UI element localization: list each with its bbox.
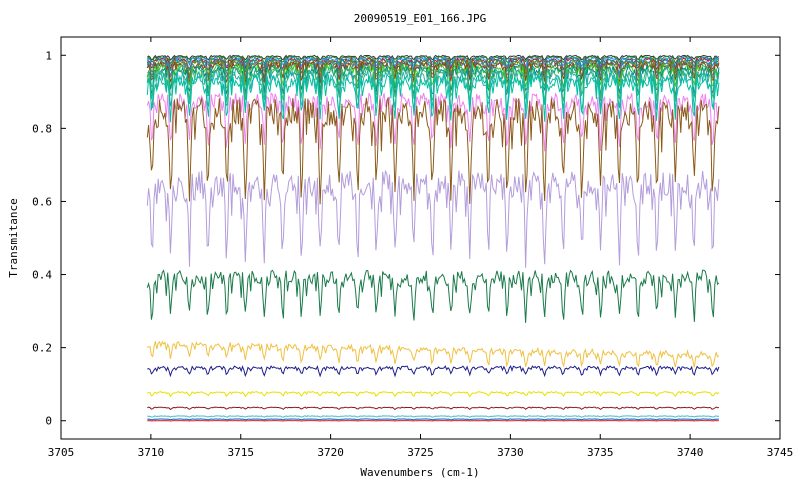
series-layer [146, 54, 720, 422]
series-line-16 [146, 269, 720, 323]
series-line-14 [146, 97, 720, 205]
series-line-13 [146, 92, 720, 152]
x-tick-label: 3710 [138, 446, 165, 459]
series-line-18 [147, 364, 720, 378]
series-line-7 [146, 60, 720, 85]
series-line-12 [146, 73, 720, 123]
x-tick-label: 3720 [317, 446, 344, 459]
chart-title: 20090519_E01_166.JPG [354, 12, 486, 25]
y-tick-label: 0.2 [32, 342, 52, 355]
x-tick-label: 3735 [587, 446, 614, 459]
x-axis-label: Wavenumbers (cm-1) [360, 466, 479, 479]
series-line-1 [146, 55, 720, 66]
series-line-8 [147, 62, 720, 91]
y-tick-label: 0.6 [32, 195, 52, 208]
series-line-22 [147, 418, 719, 421]
series-line-21 [147, 415, 719, 418]
x-axis: 3705 3710 3715 3720 3725 3730 3735 3740 3745 [48, 37, 794, 459]
y-tick-label: 0.8 [32, 122, 52, 135]
series-line-17 [146, 340, 720, 368]
series-line-19 [147, 390, 720, 398]
x-tick-label: 3740 [677, 446, 704, 459]
x-tick-label: 3715 [228, 446, 255, 459]
x-tick-label: 3730 [497, 446, 524, 459]
y-tick-label: 0.4 [32, 269, 52, 282]
series-line-15 [146, 169, 720, 268]
y-tick-label: 0 [45, 415, 52, 428]
series-line-20 [147, 406, 719, 411]
y-axis: 0 0.2 0.4 0.6 0.8 1 [32, 49, 780, 428]
y-axis-label: Transmitance [7, 198, 20, 277]
x-tick-label: 3705 [48, 446, 75, 459]
x-tick-label: 3725 [407, 446, 434, 459]
y-tick-label: 1 [45, 49, 52, 62]
x-tick-label: 3745 [767, 446, 794, 459]
